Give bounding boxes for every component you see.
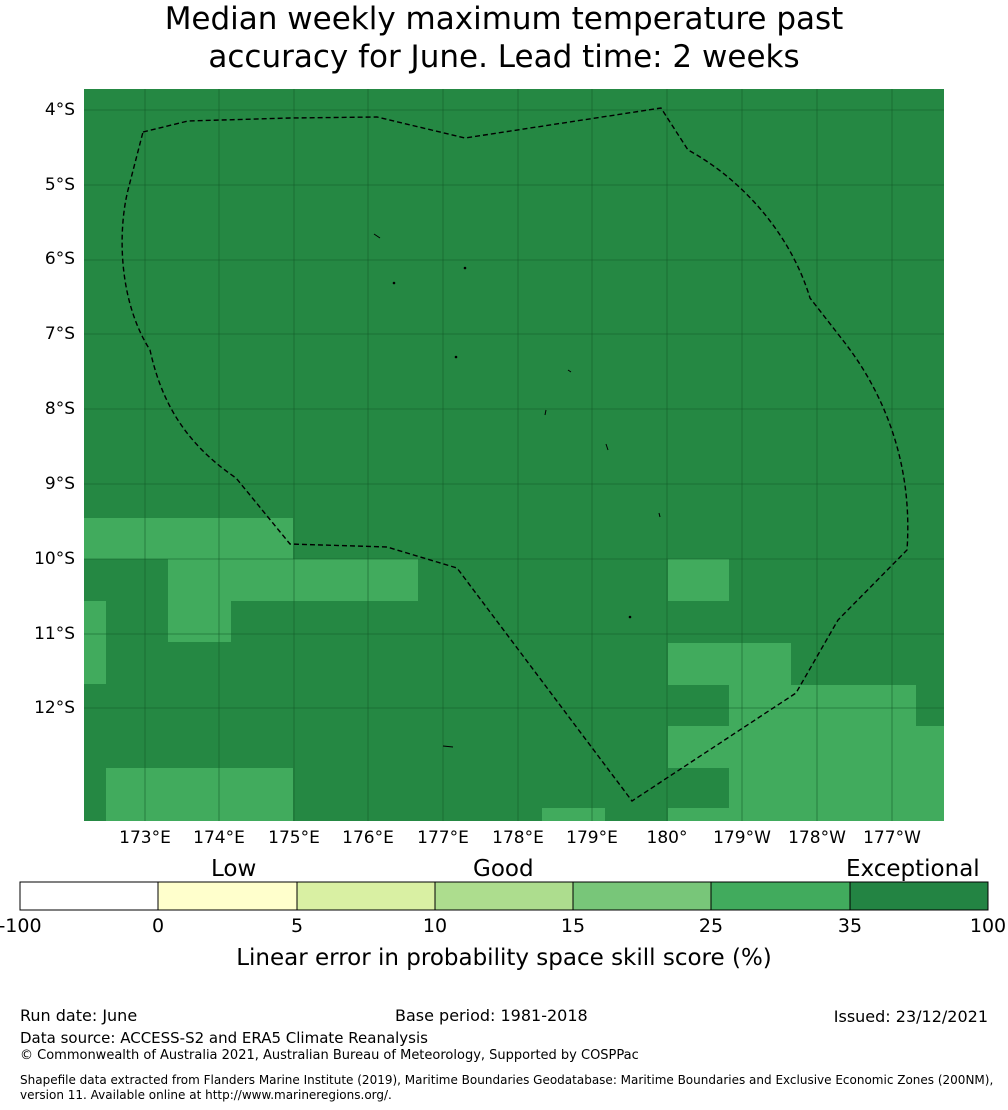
- category-label-good: Good: [473, 856, 534, 882]
- colorbar-tick: 35: [837, 915, 863, 937]
- issued-date: Issued: 23/12/2021: [833, 1007, 988, 1026]
- lat-label: 10°S: [34, 549, 75, 569]
- island: [463, 266, 467, 270]
- lat-label: 11°S: [34, 624, 75, 644]
- skill-cells-25-35: [84, 518, 944, 821]
- lat-label: 7°S: [44, 324, 75, 344]
- skill-cell: [542, 808, 605, 821]
- island: [628, 615, 632, 619]
- skill-cell: [106, 768, 293, 821]
- colorbar-tick: -100: [0, 915, 42, 937]
- colorbar-tick: 0: [151, 915, 165, 937]
- island: [567, 369, 572, 373]
- skill-cell: [668, 726, 944, 768]
- lon-label: 178°W: [788, 828, 846, 848]
- copyright: © Commonwealth of Australia 2021, Austra…: [20, 1048, 639, 1063]
- colorbar-title: Linear error in probability space skill …: [236, 945, 772, 971]
- colorbar-tick: 10: [422, 915, 448, 937]
- lon-label: 177°E: [417, 828, 469, 848]
- lon-label: 175°E: [268, 828, 320, 848]
- skill-cell: [168, 601, 231, 642]
- category-label-low: Low: [211, 856, 257, 882]
- island: [605, 443, 609, 451]
- lat-label: 4°S: [44, 100, 75, 120]
- skill-cell: [668, 808, 729, 821]
- data-source: Data source: ACCESS-S2 and ERA5 Climate …: [20, 1029, 428, 1047]
- skill-cell: [729, 685, 916, 726]
- lon-label: 177°W: [863, 828, 921, 848]
- colorbar-tick: 25: [698, 915, 724, 937]
- run-date: Run date: June: [20, 1006, 138, 1025]
- skill-cell: [84, 601, 106, 684]
- skill-cell: [168, 559, 418, 601]
- islands: [373, 233, 661, 748]
- title-line-1: Median weekly maximum temperature past: [164, 1, 844, 37]
- lat-label: 12°S: [34, 698, 75, 718]
- lon-label: 173°E: [119, 828, 171, 848]
- colorbar-swatch: [849, 881, 989, 911]
- skill-cell: [84, 518, 293, 559]
- colorbar-tick: 5: [290, 915, 304, 937]
- colorbar-swatch: [19, 881, 159, 911]
- island: [454, 355, 458, 359]
- lon-label: 178°E: [492, 828, 544, 848]
- lon-label: 176°E: [342, 828, 394, 848]
- lat-label: 8°S: [44, 399, 75, 419]
- lat-label: 9°S: [44, 474, 75, 494]
- category-label-exceptional: Exceptional: [846, 856, 980, 882]
- colorbar-tick: 15: [560, 915, 586, 937]
- colorbar-swatch: [434, 881, 574, 911]
- island: [442, 745, 454, 748]
- chart-title: Median weekly maximum temperature past a…: [0, 0, 1008, 76]
- colorbar-swatch: [572, 881, 712, 911]
- colorbar-swatch: [710, 881, 851, 911]
- colorbar-tick: 100: [969, 915, 1007, 937]
- island: [392, 281, 396, 285]
- skill-cell: [668, 643, 791, 685]
- colorbar-swatch: [157, 881, 298, 911]
- lon-label: 179°W: [713, 828, 771, 848]
- eez-boundary: [121, 107, 909, 802]
- lat-label: 6°S: [44, 249, 75, 269]
- map-gridlines: [84, 89, 944, 821]
- skill-cell: [729, 768, 944, 821]
- island: [544, 409, 547, 416]
- colorbar-swatch: [296, 881, 436, 911]
- shapefile-credit-1: Shapefile data extracted from Flanders M…: [20, 1073, 994, 1087]
- lon-label: 174°E: [193, 828, 245, 848]
- colorbar: [19, 881, 989, 911]
- island: [373, 233, 381, 239]
- skill-cell: [668, 559, 729, 601]
- island: [658, 512, 661, 518]
- lon-label: 180°: [646, 828, 688, 848]
- shapefile-credit-2: version 11. Available online at http://w…: [20, 1088, 392, 1102]
- lat-label: 5°S: [44, 175, 75, 195]
- base-period: Base period: 1981-2018: [395, 1006, 588, 1025]
- lon-label: 179°E: [566, 828, 618, 848]
- title-line-2: accuracy for June. Lead time: 2 weeks: [208, 39, 800, 75]
